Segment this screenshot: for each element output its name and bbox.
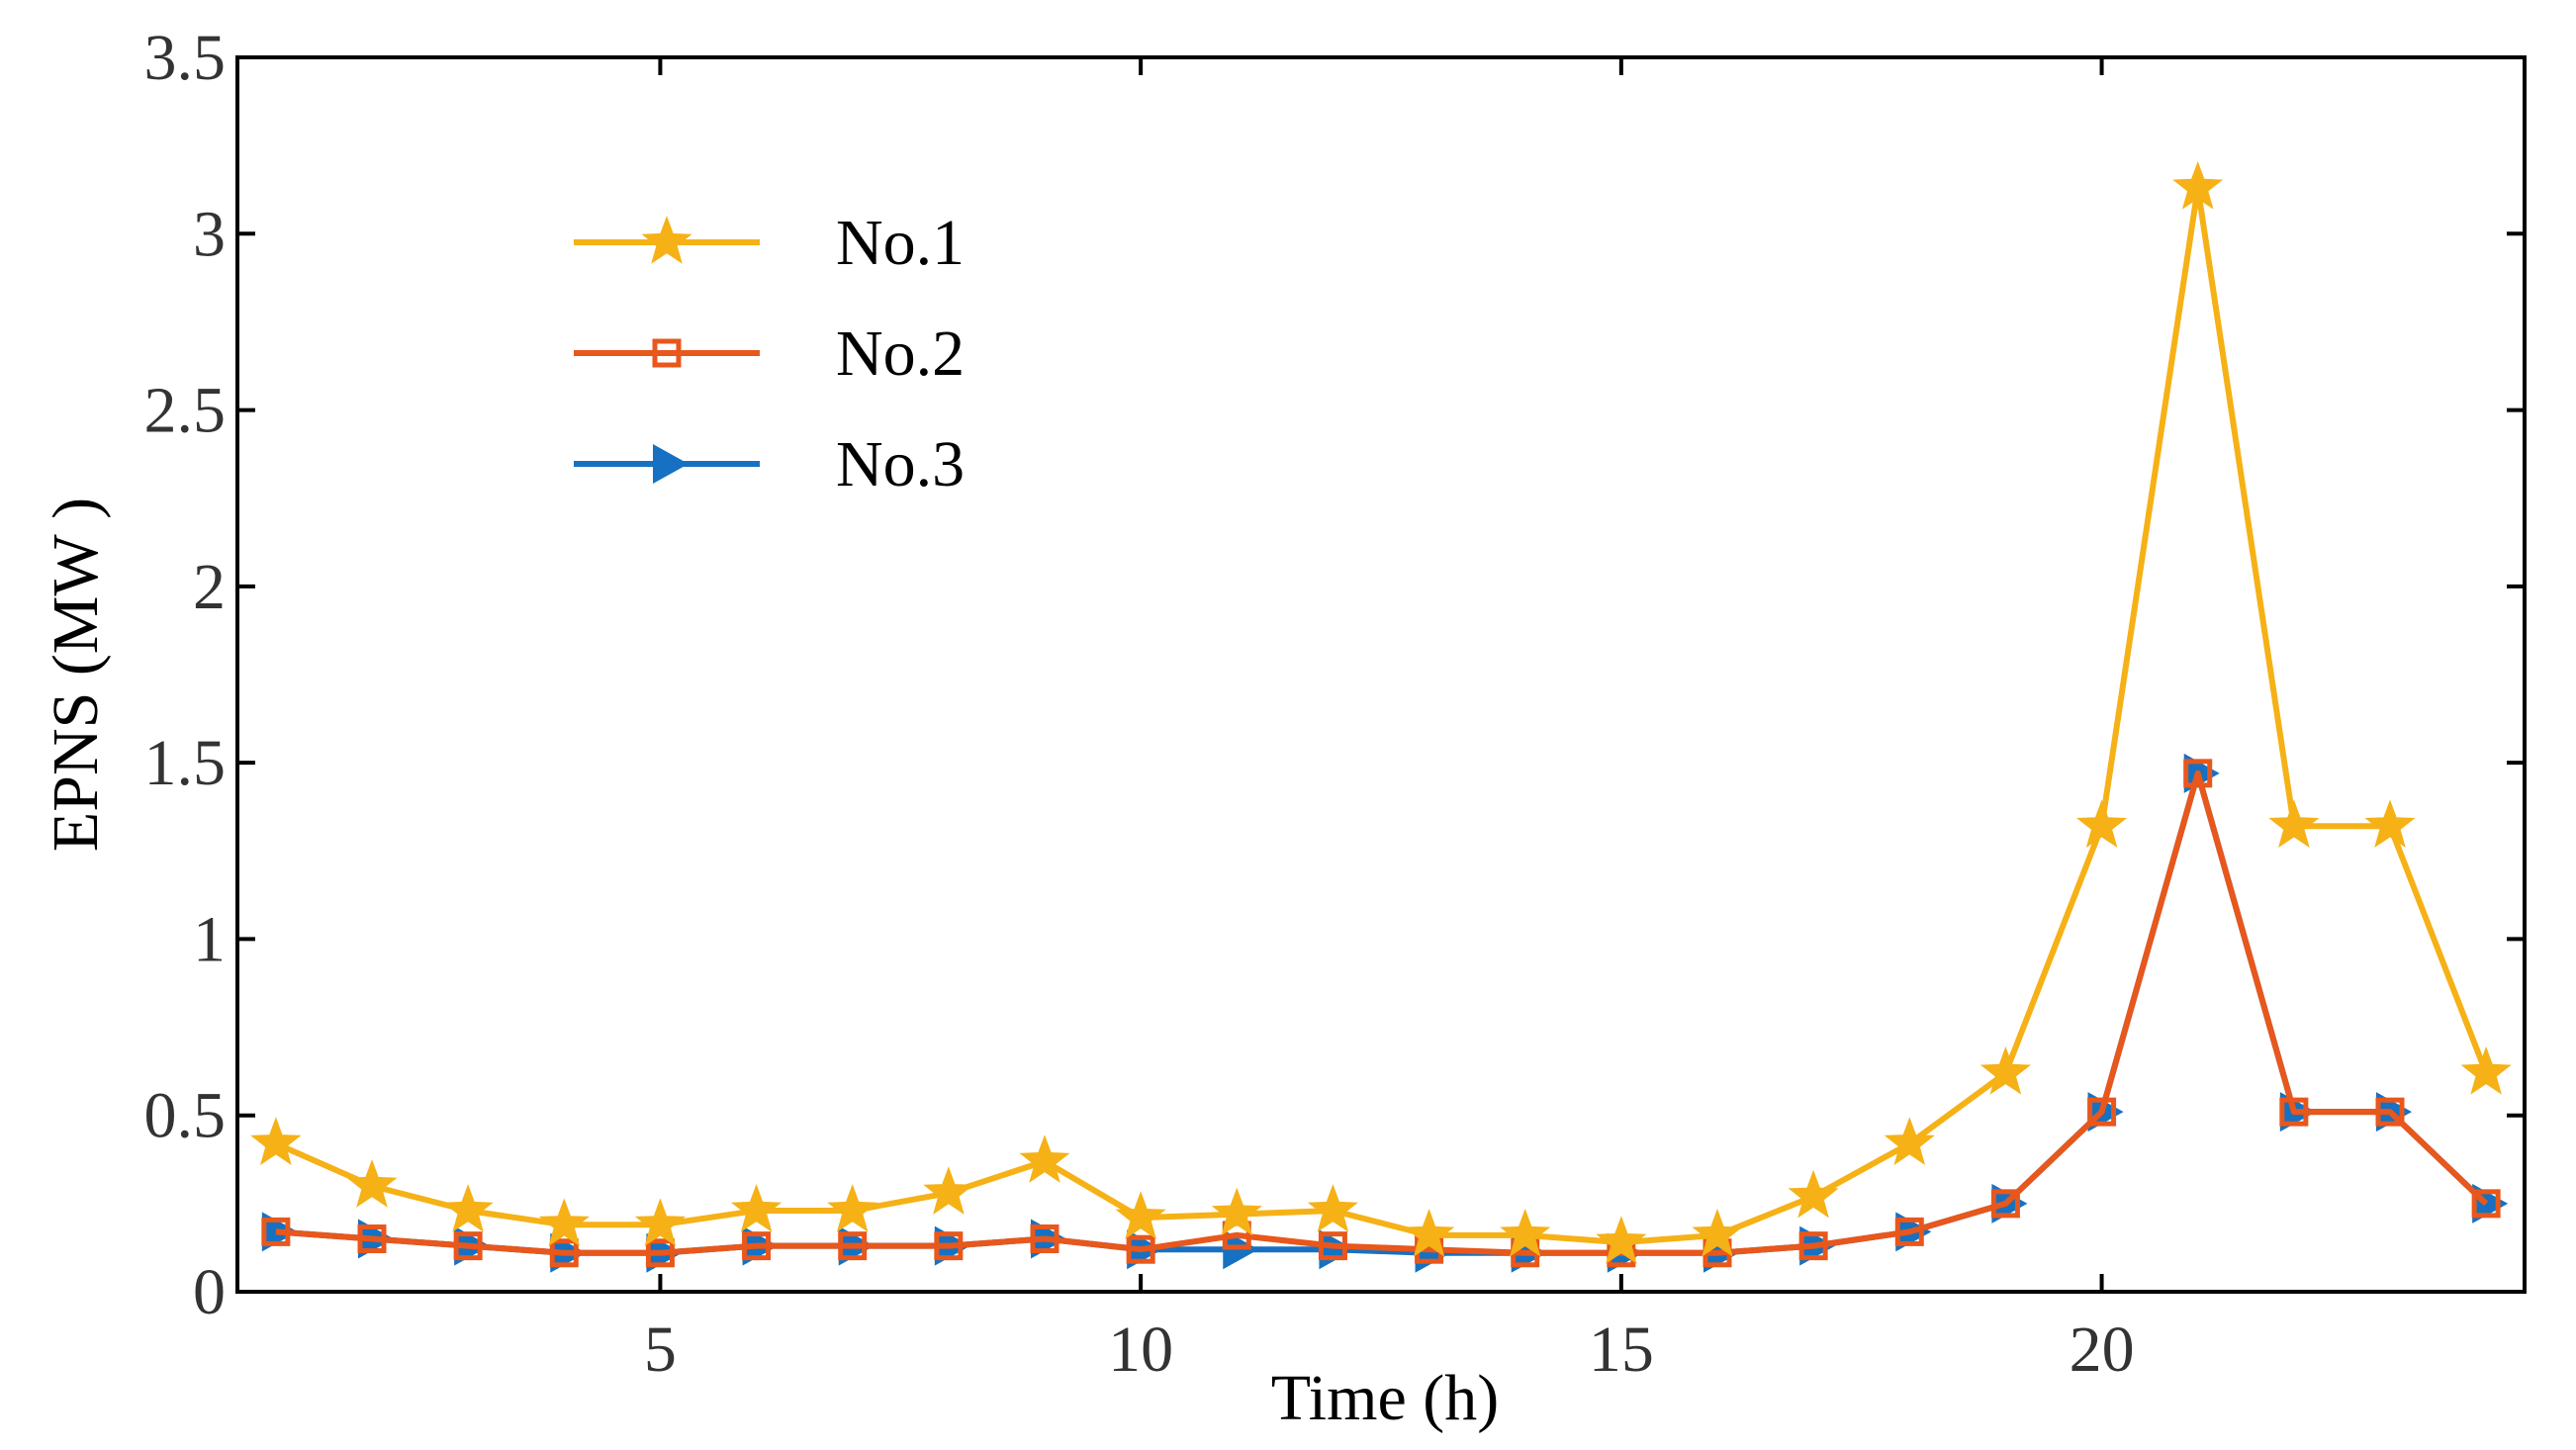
- y-tick-label: 3: [193, 198, 226, 270]
- legend-label: No.3: [836, 428, 965, 500]
- plot-area: [237, 57, 2525, 1292]
- legend-marker: [641, 216, 692, 264]
- x-tick-label: 15: [1589, 1314, 1654, 1386]
- data-point: [1596, 1216, 1647, 1264]
- data-point: [1798, 1231, 1828, 1261]
- data-point: [1030, 1224, 1059, 1254]
- data-point: [1788, 1169, 1839, 1219]
- y-tick-label: 0.5: [144, 1080, 227, 1152]
- data-point: [2183, 759, 2213, 788]
- data-point: [261, 1217, 291, 1246]
- y-tick-label: 2.5: [144, 375, 227, 447]
- data-point: [1894, 1217, 1924, 1246]
- data-point: [2087, 1097, 2117, 1127]
- data-point: [634, 1198, 687, 1247]
- data-point: [1126, 1234, 1155, 1264]
- legend-label: No.2: [836, 317, 965, 390]
- legend-label: No.1: [836, 207, 965, 279]
- series-layer: [250, 161, 2512, 1273]
- data-point: [538, 1198, 590, 1247]
- x-tick-label: 10: [1108, 1314, 1173, 1386]
- data-point: [2364, 799, 2416, 849]
- data-point: [730, 1184, 782, 1232]
- y-axis-title: EPNS (MW ): [40, 498, 112, 852]
- data-point: [357, 1224, 387, 1254]
- data-point: [1019, 1134, 1070, 1183]
- x-tick-label: 5: [644, 1314, 677, 1386]
- plot-frame: [235, 55, 2527, 1294]
- data-point: [645, 1238, 675, 1268]
- series-no1: [250, 161, 2512, 1264]
- data-point: [2075, 799, 2128, 849]
- legend: No.1 No.2 No.3: [574, 207, 965, 500]
- data-point: [2172, 161, 2224, 210]
- data-point: [1979, 1046, 2032, 1095]
- data-point: [838, 1231, 868, 1261]
- y-tick-label: 3.5: [144, 22, 227, 94]
- data-point: [2375, 1097, 2405, 1127]
- data-point: [923, 1166, 974, 1215]
- x-axis-title: Time (h): [1271, 1362, 1499, 1434]
- data-point: [2460, 1046, 2512, 1095]
- data-point: [1692, 1209, 1743, 1257]
- x-ticks: 5 10 15 20: [644, 57, 2135, 1386]
- data-point: [2471, 1189, 2501, 1219]
- data-point: [1318, 1231, 1347, 1261]
- data-point: [453, 1231, 483, 1261]
- data-point: [2268, 799, 2320, 849]
- data-point: [250, 1117, 302, 1166]
- data-point: [2279, 1097, 2309, 1127]
- series-line: [275, 770, 2489, 1256]
- y-ticks: 0 0.5 1 1.5 2 2.5 3 3.5: [144, 22, 2525, 1328]
- data-point: [742, 1231, 772, 1261]
- series-line: [274, 184, 2489, 1246]
- y-tick-label: 2: [193, 551, 226, 623]
- data-point: [1884, 1117, 1935, 1166]
- data-point: [1990, 1189, 2020, 1219]
- data-point: [827, 1184, 878, 1232]
- data-point: [442, 1184, 494, 1232]
- data-point: [1115, 1191, 1166, 1239]
- data-point: [1307, 1184, 1359, 1232]
- data-point: [346, 1159, 398, 1208]
- data-point: [934, 1231, 964, 1261]
- x-tick-label: 20: [2070, 1314, 2135, 1386]
- data-point: [549, 1238, 579, 1268]
- legend-marker: [652, 338, 682, 368]
- legend-marker: [653, 444, 689, 484]
- data-point: [1211, 1187, 1262, 1236]
- y-tick-label: 0: [193, 1256, 226, 1328]
- data-point: [1403, 1208, 1455, 1257]
- y-tick-label: 1: [193, 903, 226, 975]
- y-tick-label: 1.5: [144, 727, 227, 799]
- data-point: [1500, 1209, 1551, 1257]
